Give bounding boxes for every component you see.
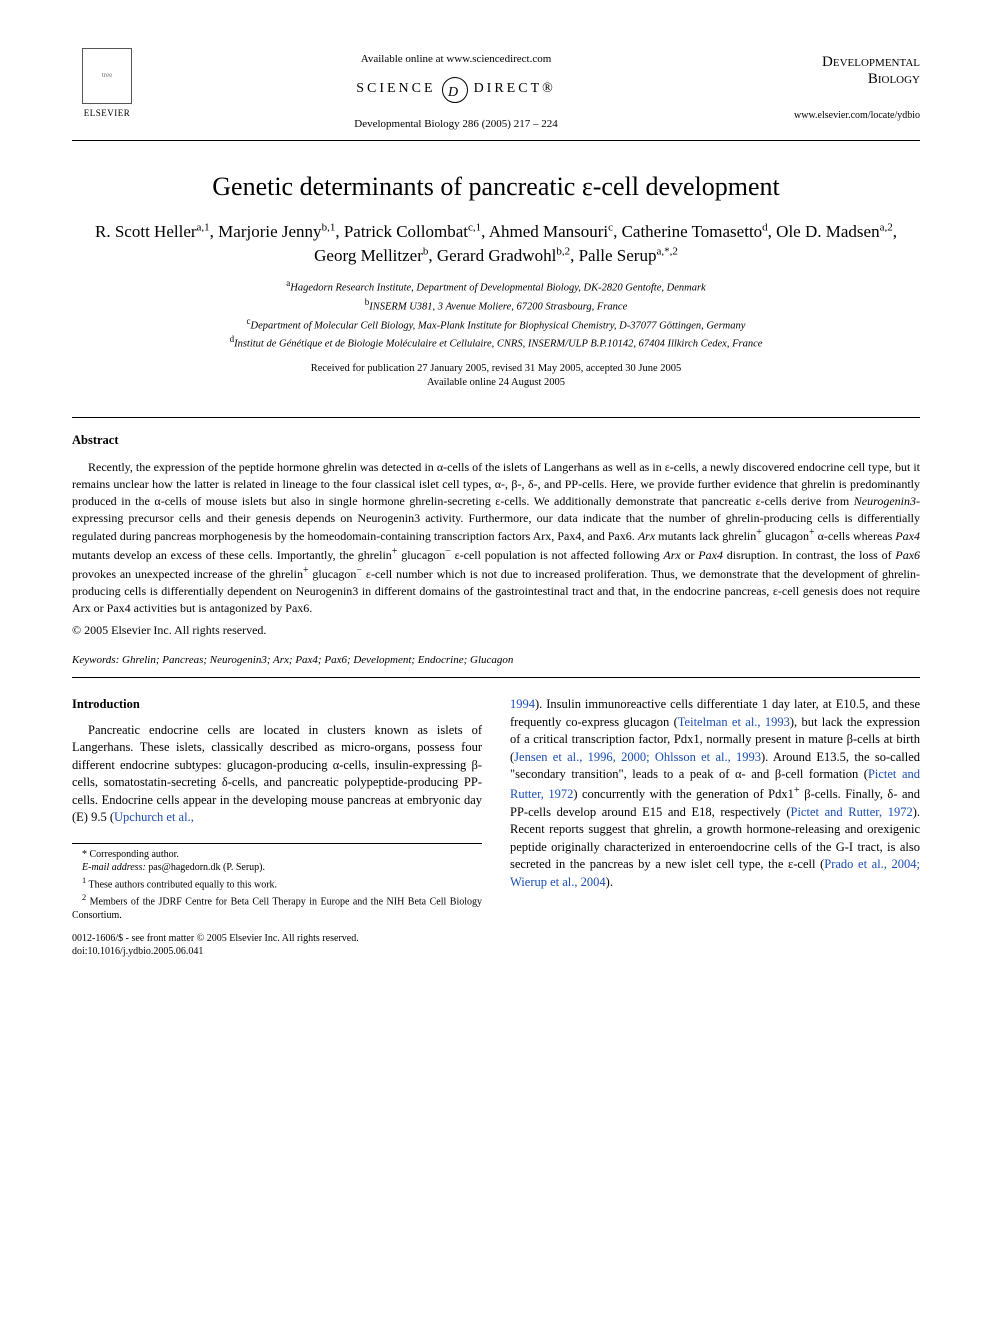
footnote-corresponding: * Corresponding author.: [72, 848, 482, 862]
header-center: Available online at www.sciencedirect.co…: [142, 48, 770, 132]
affiliations: aHagedorn Research Institute, Department…: [72, 277, 920, 352]
sd-right: DIRECT®: [474, 80, 556, 99]
affiliation: aHagedorn Research Institute, Department…: [72, 277, 920, 296]
footnote-1: 1 These authors contributed equally to t…: [72, 875, 482, 892]
rule: [72, 417, 920, 418]
journal-logo: Developmental Biology www.elsevier.com/l…: [770, 48, 920, 123]
dates-line2: Available online 24 August 2005: [72, 376, 920, 390]
abstract-text: Recently, the expression of the peptide …: [72, 459, 920, 616]
sd-d-icon: d: [442, 77, 468, 103]
footer-line2: doi:10.1016/j.ydbio.2005.06.041: [72, 945, 482, 958]
affiliation: cDepartment of Molecular Cell Biology, M…: [72, 315, 920, 334]
intro-heading: Introduction: [72, 696, 482, 714]
footer-meta: 0012-1606/$ - see front matter © 2005 El…: [72, 932, 482, 958]
keywords: Ghrelin; Pancreas; Neurogenin3; Arx; Pax…: [122, 654, 513, 666]
column-left: Introduction Pancreatic endocrine cells …: [72, 696, 482, 958]
article-title: Genetic determinants of pancreatic ε-cel…: [72, 169, 920, 204]
rule: [72, 677, 920, 678]
sd-left: SCIENCE: [356, 80, 435, 99]
abstract-body: Recently, the expression of the peptide …: [72, 459, 920, 616]
footnote-2: 2 Members of the JDRF Centre for Beta Ce…: [72, 892, 482, 922]
authors: R. Scott Hellera,1, Marjorie Jennyb,1, P…: [72, 220, 920, 268]
journal-name: Developmental Biology: [770, 54, 920, 87]
footnotes: * Corresponding author. E-mail address: …: [72, 843, 482, 922]
affiliation: dInstitut de Génétique et de Biologie Mo…: [72, 333, 920, 352]
publisher-logo: tree ELSEVIER: [72, 48, 142, 119]
journal-url: www.elsevier.com/locate/ydbio: [770, 109, 920, 123]
column-right: 1994). Insulin immunoreactive cells diff…: [510, 696, 920, 958]
copyright: © 2005 Elsevier Inc. All rights reserved…: [72, 622, 920, 638]
sciencedirect-logo: SCIENCE d DIRECT®: [142, 77, 770, 103]
body-columns: Introduction Pancreatic endocrine cells …: [72, 696, 920, 958]
keywords-label: Keywords:: [72, 654, 119, 666]
dates-line1: Received for publication 27 January 2005…: [72, 362, 920, 376]
affiliation: bINSERM U381, 3 Avenue Moliere, 67200 St…: [72, 296, 920, 315]
footer-line1: 0012-1606/$ - see front matter © 2005 El…: [72, 932, 482, 945]
publisher-name: ELSEVIER: [84, 107, 131, 119]
publication-dates: Received for publication 27 January 2005…: [72, 362, 920, 389]
keywords-line: Keywords: Ghrelin; Pancreas; Neurogenin3…: [72, 653, 920, 668]
available-online: Available online at www.sciencedirect.co…: [142, 52, 770, 67]
footnote-email: E-mail address: pas@hagedorn.dk (P. Seru…: [72, 861, 482, 875]
elsevier-tree-icon: tree: [82, 48, 132, 104]
abstract-heading: Abstract: [72, 432, 920, 449]
intro-paragraph-cont: 1994). Insulin immunoreactive cells diff…: [510, 696, 920, 891]
intro-paragraph: Pancreatic endocrine cells are located i…: [72, 722, 482, 827]
journal-header: tree ELSEVIER Available online at www.sc…: [72, 48, 920, 141]
citation: Developmental Biology 286 (2005) 217 – 2…: [142, 117, 770, 132]
